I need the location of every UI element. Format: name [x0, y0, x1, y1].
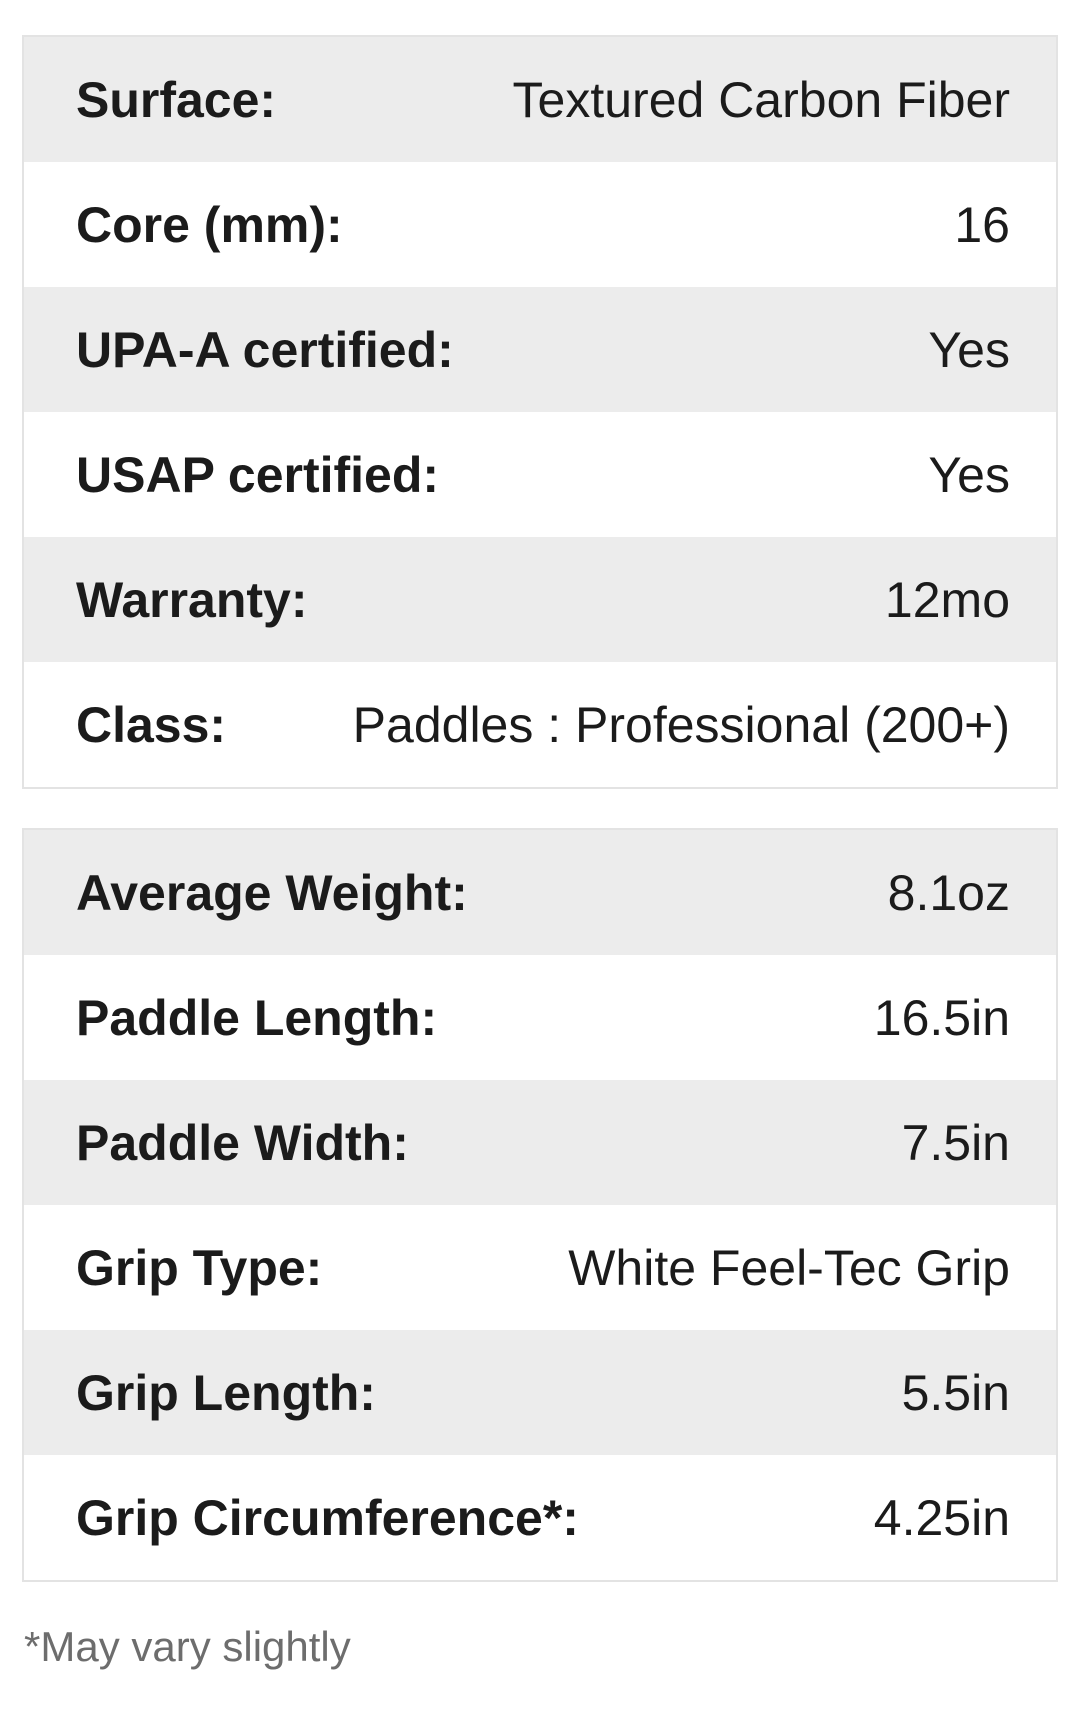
spec-value: 8.1oz: [887, 864, 1010, 921]
product-specs-general: Surface: Textured Carbon Fiber Core (mm): 1…: [22, 35, 1058, 789]
spec-label: Grip Type:: [76, 1239, 323, 1296]
spec-section: Surface: Textured Carbon Fiber Core (mm): 1…: [22, 35, 1058, 1670]
spec-value: White Feel-Tec Grip: [568, 1239, 1010, 1296]
spec-row: USAP certified: Yes: [24, 412, 1056, 537]
spec-label: Grip Length:: [76, 1364, 376, 1421]
spec-row: Grip Type: White Feel-Tec Grip: [24, 1205, 1056, 1330]
spec-value: 7.5in: [901, 1114, 1010, 1171]
spec-value: Yes: [928, 446, 1010, 503]
spec-value: 16: [954, 196, 1010, 253]
spec-label: Surface:: [76, 71, 277, 128]
spec-value: Yes: [928, 321, 1010, 378]
footnote: *May vary slightly: [24, 1623, 351, 1670]
spec-row: Class: Paddles : Professional (200+): [24, 662, 1056, 787]
spec-row: Paddle Length: 16.5in: [24, 955, 1056, 1080]
spec-row: Core (mm): 16: [24, 162, 1056, 287]
spec-tables-container: Surface: Textured Carbon Fiber Core (mm): 1…: [22, 35, 1058, 1582]
spec-label: Grip Circumference*:: [76, 1489, 579, 1546]
spec-value: 4.25in: [873, 1489, 1010, 1546]
spec-label: Average Weight:: [76, 864, 468, 921]
spec-row: Surface: Textured Carbon Fiber: [24, 37, 1056, 162]
spec-label: Class:: [76, 696, 227, 753]
spec-row: Warranty: 12mo: [24, 537, 1056, 662]
spec-value: 12mo: [884, 571, 1010, 628]
spec-value: 16.5in: [873, 989, 1010, 1046]
spec-row: Paddle Width: 7.5in: [24, 1080, 1056, 1205]
spec-label: Core (mm):: [76, 196, 343, 253]
spec-value: 5.5in: [901, 1364, 1010, 1421]
spec-row: Grip Length: 5.5in: [24, 1330, 1056, 1455]
spec-value: Paddles : Professional (200+): [352, 696, 1010, 753]
spec-label: Paddle Length:: [76, 989, 438, 1046]
spec-label: Warranty:: [76, 571, 308, 628]
product-specs-dimensions: Average Weight: 8.1oz Paddle Length: 16.5in…: [22, 828, 1058, 1582]
spec-label: USAP certified:: [76, 446, 440, 503]
spec-row: Average Weight: 8.1oz: [24, 830, 1056, 955]
spec-label: UPA-A certified:: [76, 321, 454, 378]
spec-label: Paddle Width:: [76, 1114, 409, 1171]
spec-value: Textured Carbon Fiber: [512, 71, 1010, 128]
spec-row: UPA-A certified: Yes: [24, 287, 1056, 412]
spec-row: Grip Circumference*: 4.25in: [24, 1455, 1056, 1580]
